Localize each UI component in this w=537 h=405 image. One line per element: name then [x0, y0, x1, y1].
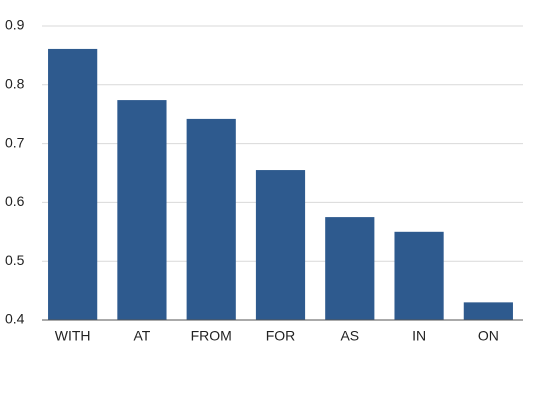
bar — [117, 100, 167, 320]
bar — [394, 231, 444, 320]
y-tick-label: 0.6 — [5, 193, 25, 209]
x-tick-label: IN — [412, 328, 426, 344]
x-tick-label: AT — [133, 328, 150, 344]
x-tick-label: WITH — [55, 328, 91, 344]
y-tick-label: 0.5 — [5, 252, 25, 268]
bar — [186, 118, 236, 321]
bar — [255, 170, 306, 320]
y-tick-label: 0.7 — [5, 134, 25, 150]
y-tick-label: 0.4 — [5, 311, 25, 327]
x-tick-label: ON — [478, 328, 499, 344]
x-tick-label: AS — [340, 328, 359, 344]
x-tick-label: FOR — [266, 328, 296, 344]
bar — [48, 48, 98, 320]
x-tick-label: FROM — [191, 328, 232, 344]
bar — [325, 217, 375, 320]
bar — [463, 302, 513, 320]
y-tick-label: 0.8 — [5, 76, 25, 92]
y-tick-label: 0.9 — [5, 17, 25, 33]
